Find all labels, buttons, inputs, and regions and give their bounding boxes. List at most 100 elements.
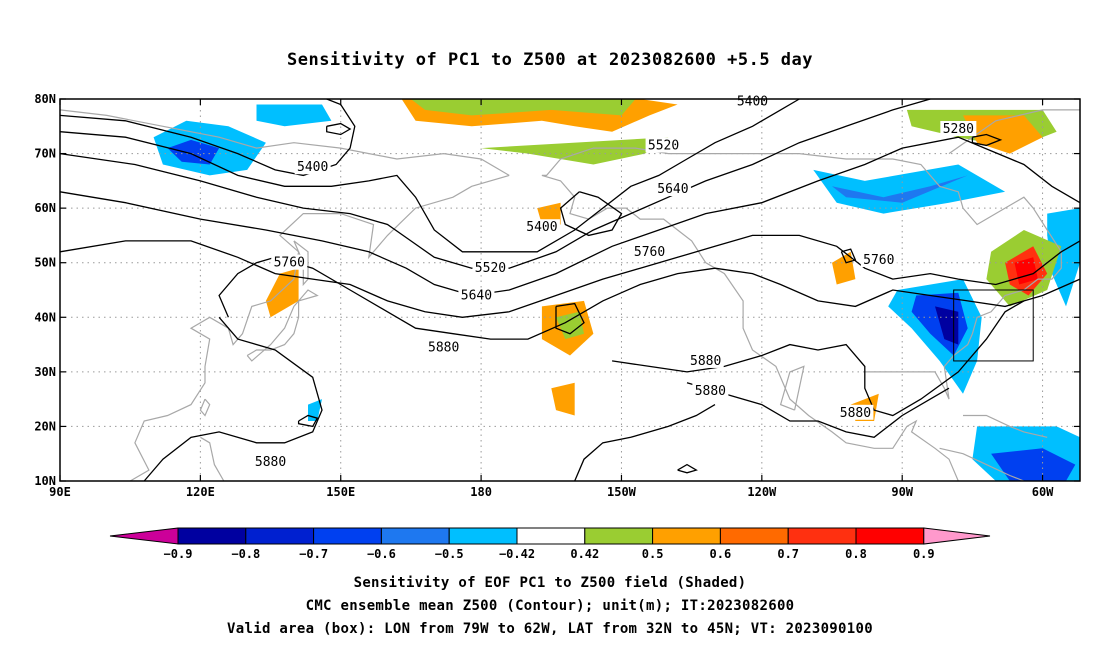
contour-label-bg	[631, 243, 668, 259]
contour-label: 5760	[274, 256, 305, 271]
map-title: Sensitivity of PC1 to Z500 at 2023082600…	[286, 50, 813, 70]
colorbar-over-triangle	[923, 527, 991, 545]
contour-label-bg	[837, 404, 874, 420]
colorbar: −0.9 −0.8 −0.7 −0.6 −0.5 −0.42 0.42 0.5 0.6 0.7 0.…	[109, 527, 991, 561]
caption-line-2: CMC ensemble mean Z500 (Contour); unit(m…	[305, 598, 795, 614]
coastline	[200, 436, 225, 482]
shading-region	[308, 399, 322, 421]
contour-label: 5880	[690, 354, 721, 369]
lon-label: 150W	[607, 485, 637, 499]
contour-label: 5880	[255, 455, 286, 470]
coastline	[129, 174, 510, 482]
caption-line-3: Valid area (box): LON from 79W to 62W, L…	[227, 621, 873, 637]
colorbar-label: 0.8	[845, 547, 867, 561]
contour-label: 5640	[461, 288, 492, 303]
lon-label: 150E	[326, 485, 355, 499]
contour-label-bg	[294, 159, 331, 175]
colorbar-label: 0.6	[710, 547, 732, 561]
contour-label: 5520	[648, 138, 679, 153]
shading-region	[256, 104, 332, 127]
colorbar-swatch	[245, 527, 315, 545]
caption-line-1: Sensitivity of EOF PC1 to Z500 field (Sh…	[353, 575, 747, 591]
shading-region	[265, 268, 299, 318]
colorbar-label: 0.9	[913, 547, 935, 561]
lon-label: 90W	[891, 485, 913, 499]
contour-label: 5400	[297, 160, 328, 175]
colorbar-swatch	[719, 527, 789, 545]
colorbar-label: −0.8	[231, 547, 260, 561]
colorbar-label: −0.42	[499, 547, 535, 561]
shading-region	[813, 164, 1006, 214]
lon-label: 60W	[1032, 485, 1054, 499]
contour-label-bg	[860, 251, 897, 267]
colorbar-swatch	[652, 527, 721, 545]
sensitivity-shading	[153, 99, 1080, 481]
contour-label: 5640	[657, 182, 688, 197]
shading-region	[832, 251, 856, 285]
contour-label: 5880	[840, 406, 871, 421]
colorbar-label: 0.5	[642, 547, 664, 561]
z500-contours	[59, 98, 1081, 482]
colorbar-label: 0.42	[570, 547, 599, 561]
coastline	[59, 109, 510, 176]
z500-contour	[840, 248, 857, 264]
colorbar-swatch	[584, 527, 654, 545]
shading-region	[991, 448, 1076, 481]
lat-label: 30N	[34, 365, 56, 379]
contour-label-bg	[687, 352, 724, 368]
z500-contour	[59, 98, 931, 269]
z500-contour	[59, 98, 356, 177]
contour-label-bg	[252, 453, 289, 469]
z500-contour	[971, 133, 1003, 147]
coastline	[939, 447, 1025, 482]
contour-label: 5880	[695, 384, 726, 399]
contour-label-bg	[425, 339, 462, 355]
colorbar-swatch	[448, 527, 518, 545]
colorbar-swatch	[516, 527, 586, 545]
colorbar-swatch	[855, 527, 925, 545]
contour-label-bg	[645, 137, 682, 153]
coastline	[199, 398, 211, 417]
coastline	[963, 414, 1048, 438]
coastline	[541, 147, 1062, 400]
contour-label-bg	[458, 287, 495, 303]
colorbar-label: −0.5	[435, 547, 464, 561]
z500-contour	[59, 234, 1081, 318]
z500-contour	[686, 382, 950, 438]
colorbar-swatch	[177, 527, 247, 545]
lon-label: 120E	[186, 485, 215, 499]
contour-label: 5520	[475, 261, 506, 276]
colorbar-label: −0.7	[299, 547, 328, 561]
lon-label: 120W	[747, 485, 777, 499]
contour-label: 5880	[428, 340, 459, 355]
colorbar-label: −0.9	[164, 547, 193, 561]
contour-label: 5760	[863, 253, 894, 268]
shading-region	[935, 306, 959, 345]
z500-contour	[59, 98, 800, 253]
lat-label: 80N	[34, 92, 56, 106]
contour-label: 5400	[737, 95, 768, 110]
lon-label: 180	[470, 485, 492, 499]
contour-label-bg	[654, 181, 691, 197]
lat-label: 20N	[34, 419, 56, 433]
colorbar-swatch	[380, 527, 450, 545]
z500-contour	[59, 136, 1081, 297]
colorbar-label: 0.7	[777, 547, 799, 561]
contour-label-bg	[523, 219, 560, 235]
shading-region	[481, 137, 669, 165]
lat-label: 60N	[34, 201, 56, 215]
shading-region	[551, 382, 575, 416]
z500-contour	[677, 463, 698, 474]
z500-contour	[326, 122, 352, 136]
contour-label-bg	[472, 260, 509, 276]
contour-label: 5760	[634, 245, 665, 260]
lat-label: 50N	[34, 256, 56, 270]
contour-labels: 5400 5280 5520 5400 5640 5400 5760 5520 5760 5760…	[252, 93, 977, 470]
map-frame	[59, 98, 1081, 482]
contour-label-bg	[271, 254, 308, 270]
z500-contour	[574, 404, 716, 482]
lat-label: 10N	[34, 474, 56, 488]
contour-label: 5400	[526, 220, 557, 235]
colorbar-swatch	[313, 527, 382, 545]
